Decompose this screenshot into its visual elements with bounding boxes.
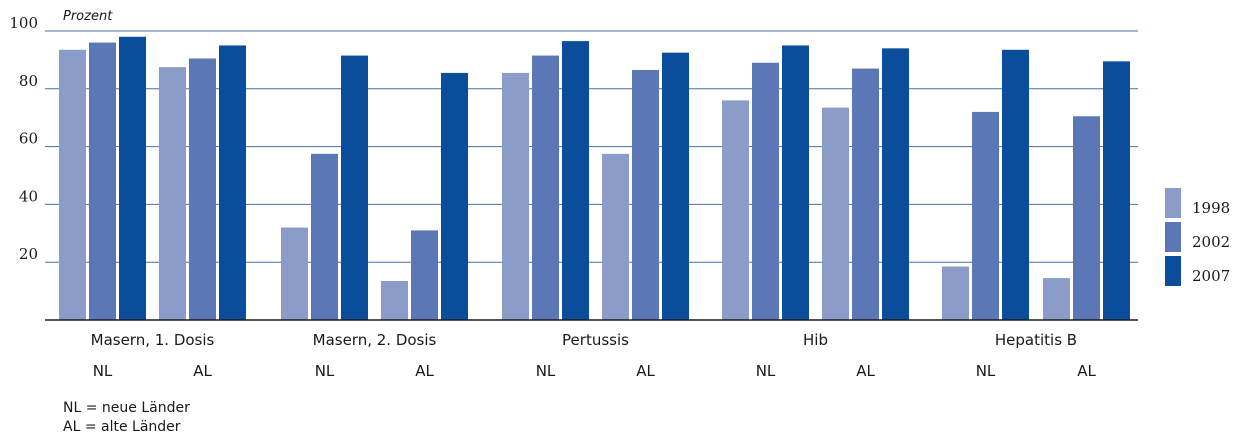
- group-label-NL: NL: [93, 362, 113, 380]
- group-label-AL: AL: [636, 362, 655, 380]
- bar-1998-c3-AL: [822, 107, 849, 321]
- bar-2002-c0-AL: [189, 58, 216, 321]
- group-label-NL: NL: [536, 362, 556, 380]
- y-tick-label-40: 40: [19, 187, 38, 205]
- legend-swatch-2007: [1165, 256, 1181, 286]
- bar-2007-c1-AL: [441, 72, 468, 320]
- bar-2002-c2-NL: [532, 55, 559, 320]
- bar-1998-c4-AL: [1043, 278, 1070, 320]
- group-label-AL: AL: [1077, 362, 1096, 380]
- y-tick-label-20: 20: [19, 245, 38, 263]
- bar-1998-c0-AL: [159, 67, 186, 320]
- bar-2002-c2-AL: [632, 70, 659, 320]
- group-label-NL: NL: [976, 362, 996, 380]
- bar-2002-c0-NL: [89, 42, 116, 321]
- group-label-AL: AL: [415, 362, 434, 380]
- legend-swatch-1998: [1165, 188, 1181, 218]
- bar-2002-c3-NL: [752, 62, 779, 320]
- bar-2007-c2-NL: [562, 41, 589, 321]
- legend-swatch-2002: [1165, 222, 1181, 252]
- bar-2007-c3-NL: [782, 45, 809, 320]
- category-label: Hepatitis B: [995, 331, 1077, 349]
- bar-2007-c4-AL: [1103, 61, 1130, 320]
- bar-1998-c4-NL: [942, 266, 969, 320]
- bar-1998-c3-NL: [722, 100, 749, 320]
- bar-2002-c3-AL: [852, 68, 879, 320]
- category-label: Masern, 2. Dosis: [313, 331, 437, 349]
- bar-2002-c4-NL: [972, 111, 999, 320]
- legend-label-1998: 1998: [1192, 199, 1230, 217]
- group-label-NL: NL: [315, 362, 335, 380]
- legend-label-2007: 2007: [1192, 267, 1230, 285]
- bar-2002-c1-AL: [411, 230, 438, 320]
- bar-2007-c2-AL: [662, 52, 689, 321]
- footnote-al: AL = alte Länder: [63, 419, 181, 435]
- bar-1998-c2-AL: [602, 153, 629, 320]
- category-label: Masern, 1. Dosis: [91, 331, 215, 349]
- bar-1998-c1-AL: [381, 280, 408, 320]
- bar-2007-c0-NL: [119, 36, 146, 320]
- y-axis-unit-label: Prozent: [63, 9, 113, 24]
- category-label: Hib: [803, 331, 828, 349]
- bar-2007-c1-NL: [341, 55, 368, 320]
- bar-2002-c4-AL: [1073, 116, 1100, 320]
- y-tick-label-60: 60: [19, 130, 38, 148]
- footnote-nl: NL = neue Länder: [63, 400, 190, 416]
- bar-2002-c1-NL: [311, 153, 338, 320]
- y-tick-label-100: 100: [9, 14, 38, 32]
- group-label-NL: NL: [756, 362, 776, 380]
- group-label-AL: AL: [193, 362, 212, 380]
- category-label: Pertussis: [562, 331, 629, 349]
- group-label-AL: AL: [856, 362, 875, 380]
- bar-2007-c3-AL: [882, 48, 909, 321]
- bar-1998-c1-NL: [281, 227, 308, 320]
- bar-2007-c0-AL: [219, 45, 246, 320]
- legend-label-2002: 2002: [1192, 233, 1230, 251]
- bar-1998-c2-NL: [502, 72, 529, 320]
- bar-1998-c0-NL: [59, 49, 86, 320]
- y-tick-label-80: 80: [19, 72, 38, 90]
- bar-2007-c4-NL: [1002, 49, 1029, 320]
